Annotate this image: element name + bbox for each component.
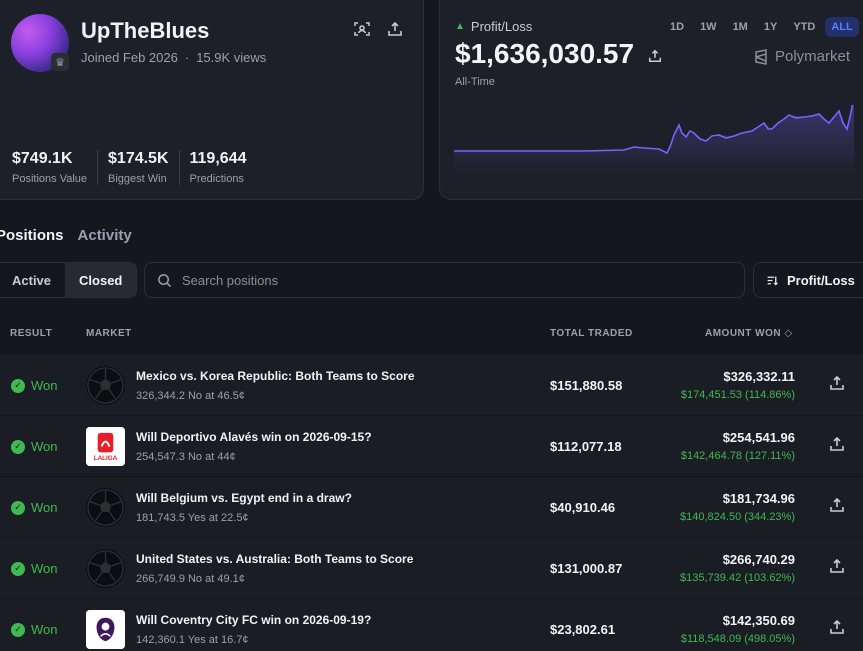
soccer-ball-icon: [86, 366, 125, 405]
market-position: 254,547.3 No at 44¢: [136, 451, 236, 463]
status-filter: Active Closed: [0, 262, 138, 298]
amount-won: $254,541.96: [722, 430, 795, 445]
filter-active-button[interactable]: Active: [12, 272, 52, 288]
pnl-period: All-Time: [455, 76, 495, 88]
table-row[interactable]: ✓ Won United States vs. Australia: Both T…: [0, 538, 863, 598]
brand: Polymarket: [753, 48, 850, 65]
table-row[interactable]: ✓ Won Will Belgium vs. Egypt end in a dra…: [0, 477, 863, 537]
range-1m[interactable]: 1M: [732, 21, 748, 33]
share-icon[interactable]: [829, 436, 847, 454]
stat-predictions: 119,644 Predictions: [189, 150, 247, 185]
market-position: 266,749.9 No at 49.1¢: [136, 573, 245, 585]
share-icon[interactable]: [648, 38, 662, 70]
check-icon: ✓: [11, 439, 25, 454]
profile-card: ♛ UpTheBlues Joined Feb 2026 · 15.9K views…: [0, 0, 424, 200]
stat-biggest-win: $174.5K Biggest Win: [108, 150, 180, 185]
tab-bar: Positions Activity: [0, 227, 132, 244]
check-icon: ✓: [11, 622, 25, 637]
pnl-line: [454, 105, 854, 155]
col-amount-won[interactable]: AMOUNT WON ◇: [705, 328, 793, 339]
tab-activity[interactable]: Activity: [77, 227, 132, 244]
amount-won: $266,740.29: [722, 552, 795, 567]
crown-icon: ♛: [51, 53, 69, 71]
range-all[interactable]: ALL: [825, 17, 859, 37]
sort-icon: [767, 275, 778, 285]
market-title[interactable]: Will Deportivo Alavés win on 2026-09-15?: [136, 430, 372, 444]
result-badge: ✓ Won: [11, 439, 58, 454]
search-input[interactable]: [182, 272, 702, 288]
polymarket-icon: [755, 48, 767, 65]
tab-positions[interactable]: Positions: [0, 227, 64, 244]
col-market: MARKET: [86, 328, 132, 339]
total-traded: $40,910.46: [550, 500, 616, 515]
market-position: 142,360.1 Yes at 16.7¢: [136, 634, 249, 646]
result-badge: ✓ Won: [11, 561, 58, 576]
pnl-card: ▲ Profit/Loss $1,636,030.57 All-Time 1D …: [439, 0, 863, 200]
stat-positions-value: $749.1K Positions Value: [12, 150, 99, 185]
share-icon[interactable]: [384, 18, 406, 40]
range-ytd[interactable]: YTD: [793, 21, 816, 33]
pnl-value: $1,636,030.57: [455, 38, 662, 70]
market-position: 181,743.5 Yes at 22.5¢: [136, 512, 249, 524]
check-icon: ✓: [11, 378, 25, 393]
laliga-logo-icon: LALIGA: [86, 427, 125, 466]
search-icon: [158, 273, 172, 287]
check-icon: ✓: [11, 500, 25, 515]
share-icon[interactable]: [829, 497, 847, 515]
table-row[interactable]: ✓ Won LALIGA Will Deportivo Alavés win on…: [0, 416, 863, 476]
pnl-chart: [454, 105, 854, 175]
total-traded: $23,802.61: [550, 622, 616, 637]
joined-date: Joined Feb 2026: [81, 50, 178, 65]
check-icon: ✓: [11, 561, 25, 576]
pnl-area: [454, 105, 854, 175]
share-icon[interactable]: [829, 619, 847, 637]
profile-subline: Joined Feb 2026 · 15.9K views: [81, 50, 267, 65]
share-icon[interactable]: [829, 375, 847, 393]
soccer-ball-icon: [86, 549, 125, 588]
result-badge: ✓ Won: [11, 622, 58, 637]
table-row[interactable]: ✓ Won Mexico vs. Korea Republic: Both Tea…: [0, 355, 863, 415]
range-1d[interactable]: 1D: [670, 21, 685, 33]
market-title[interactable]: Mexico vs. Korea Republic: Both Teams to…: [136, 369, 415, 383]
premier-league-logo-icon: [86, 610, 125, 649]
profit-gain: $135,739.42 (103.62%): [680, 572, 795, 584]
total-traded: $112,077.18: [550, 439, 622, 454]
amount-won: $181,734.96: [722, 491, 795, 506]
result-badge: ✓ Won: [11, 378, 58, 393]
profit-gain: $174,451.53 (114.86%): [680, 389, 795, 401]
share-icon[interactable]: [829, 558, 847, 576]
filter-closed-button[interactable]: Closed: [65, 263, 137, 297]
total-traded: $151,880.58: [550, 378, 623, 393]
range-selector: 1D 1W 1M 1Y YTD ALL: [664, 17, 859, 37]
market-title[interactable]: United States vs. Australia: Both Teams …: [136, 552, 414, 566]
total-traded: $131,000.87: [550, 561, 623, 576]
market-title[interactable]: Will Belgium vs. Egypt end in a draw?: [136, 491, 352, 505]
col-total-traded: TOTAL TRADED: [550, 328, 633, 339]
username: UpTheBlues: [81, 18, 210, 43]
scan-icon[interactable]: [351, 18, 373, 40]
search-box: [144, 262, 745, 298]
soccer-ball-icon: [86, 488, 125, 527]
market-position: 326,344.2 No at 46.5¢: [136, 390, 245, 402]
view-count: 15.9K views: [196, 50, 267, 65]
profit-gain: $140,824.50 (344.23%): [680, 511, 795, 523]
sort-button[interactable]: Profit/Loss: [753, 262, 863, 298]
range-1w[interactable]: 1W: [700, 21, 717, 33]
amount-won: $142,350.69: [722, 613, 795, 628]
result-badge: ✓ Won: [11, 500, 58, 515]
svg-text:LALIGA: LALIGA: [94, 455, 118, 462]
profit-gain: $142,464.78 (127.11%): [680, 450, 795, 462]
col-result: RESULT: [10, 328, 53, 339]
up-triangle-icon: ▲: [455, 21, 465, 32]
pnl-label: ▲ Profit/Loss: [455, 19, 533, 34]
sort-toggle-icon: ◇: [784, 328, 793, 339]
range-1y[interactable]: 1Y: [763, 21, 778, 33]
market-title[interactable]: Will Coventry City FC win on 2026-09-19?: [136, 613, 372, 627]
table-row[interactable]: ✓ Won Will Coventry City FC win on 2026-0…: [0, 599, 863, 651]
profit-gain: $118,548.09 (498.05%): [680, 633, 795, 645]
profile-stats: $749.1K Positions Value $174.5K Biggest …: [12, 150, 266, 185]
amount-won: $326,332.11: [723, 369, 795, 384]
